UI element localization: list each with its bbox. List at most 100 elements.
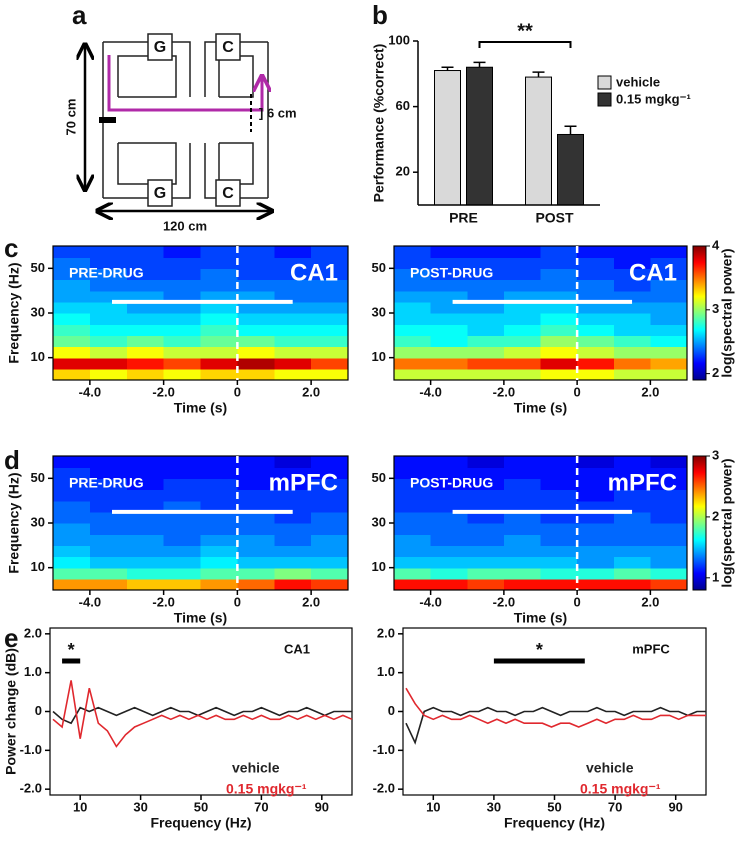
y-tick-label: 30 xyxy=(372,514,386,529)
x-tick-label: 90 xyxy=(315,799,329,814)
heatmap-cell xyxy=(577,335,615,348)
heatmap-cell xyxy=(200,268,238,281)
heatmap-cell xyxy=(89,313,128,325)
heatmap-cell xyxy=(430,478,468,491)
heatmap-cell xyxy=(577,467,615,479)
heatmap-cell xyxy=(237,279,275,292)
heatmap-cell xyxy=(126,578,165,591)
heatmap-cell xyxy=(53,467,91,479)
heatmap-cell xyxy=(53,456,91,468)
heatmap-cell xyxy=(53,268,91,281)
heatmap-cell xyxy=(274,456,312,468)
heatmap-cell xyxy=(163,489,202,502)
heatmap-cell xyxy=(126,567,165,580)
heatmap-cell xyxy=(274,534,312,546)
heatmap-cell xyxy=(540,246,578,258)
y-tick-label: 2.0 xyxy=(24,625,42,640)
heatmap-cell xyxy=(467,489,505,502)
heatmap-cell xyxy=(53,313,91,325)
heatmap-cell xyxy=(163,523,202,535)
x-tick-label: 50 xyxy=(547,799,561,814)
heatmap-cell xyxy=(274,489,312,502)
heatmap-cell xyxy=(467,268,505,281)
heatmap-cell xyxy=(503,511,542,524)
heatmap-cell xyxy=(163,268,202,281)
heatmap-cell xyxy=(394,335,432,348)
heatmap-cell xyxy=(613,467,651,479)
heatmap-cell xyxy=(200,301,238,314)
heatmap-cell xyxy=(577,268,615,281)
heatmap-cell xyxy=(311,534,349,546)
heatmap-cell xyxy=(274,246,312,258)
heatmap-cell xyxy=(200,279,238,292)
heatmap-cell xyxy=(163,545,202,558)
x-tick-label: 10 xyxy=(426,799,440,814)
heatmap-cell xyxy=(126,523,165,535)
heatmap-cell xyxy=(467,346,505,359)
heatmap-cell xyxy=(467,456,505,468)
heatmap-cell xyxy=(467,567,505,580)
heatmap-cell xyxy=(540,346,578,359)
colorbar-tick-label: 1 xyxy=(712,569,719,584)
heatmap-cell xyxy=(53,346,91,359)
y-tick-label: -2.0 xyxy=(20,781,42,796)
heatmap-cell xyxy=(430,335,468,348)
heatmap-cell xyxy=(613,335,651,348)
region-label: CA1 xyxy=(290,259,338,286)
heatmap-cell xyxy=(311,478,349,491)
heatmap-cell xyxy=(237,346,275,359)
y-tick-label: 50 xyxy=(31,260,45,275)
heatmap-cell xyxy=(503,346,542,359)
heatmap-cell xyxy=(430,534,468,546)
heatmap-cell xyxy=(311,578,349,591)
heatmap-cell xyxy=(577,346,615,359)
heatmap-cell xyxy=(430,246,468,258)
heatmap-cell xyxy=(503,324,542,336)
y-tick-label: 30 xyxy=(31,304,45,319)
heatmap-cell xyxy=(237,290,275,303)
heatmap-cell xyxy=(503,290,542,303)
heatmap-cell xyxy=(274,346,312,359)
heatmap-cell xyxy=(53,534,91,546)
heatmap-cell xyxy=(467,313,505,325)
heatmap-cell xyxy=(163,578,202,591)
heatmap-cell xyxy=(200,567,238,580)
heatmap-cell xyxy=(53,257,91,269)
heatmap-cell xyxy=(53,578,91,591)
heatmap-cell xyxy=(650,346,688,359)
heatmap-cell xyxy=(53,511,91,524)
x-tick-label: POST xyxy=(535,210,574,226)
heatmap-cell xyxy=(613,279,651,292)
heatmap-cell xyxy=(540,545,578,558)
y-axis-label: Frequency (Hz) xyxy=(6,262,22,363)
heatmap-cell xyxy=(613,268,651,281)
heatmap-cell xyxy=(613,556,651,569)
condition-label: POST-DRUG xyxy=(410,265,493,281)
heatmap-cell xyxy=(540,257,578,269)
bar xyxy=(466,66,493,206)
region-label: mPFC xyxy=(269,469,338,496)
heatmap-cell xyxy=(394,246,432,258)
heatmap-cell xyxy=(394,290,432,303)
heatmap-cell xyxy=(430,346,468,359)
heatmap-cell xyxy=(577,523,615,535)
heatmap-cell xyxy=(126,268,165,281)
heatmap-cell xyxy=(89,368,128,381)
height-label: 70 cm xyxy=(63,99,78,136)
heatmap-cell xyxy=(394,545,432,558)
x-tick-label: 2.0 xyxy=(302,594,320,609)
heatmap-cell xyxy=(200,324,238,336)
heatmap-cell xyxy=(274,578,312,591)
heatmap-cell xyxy=(274,467,312,479)
x-tick-label: -2.0 xyxy=(152,594,174,609)
heatmap-cell xyxy=(274,324,312,336)
heatmap-cell xyxy=(503,335,542,348)
heatmap-cell xyxy=(650,556,688,569)
heatmap-cell xyxy=(53,246,91,258)
heatmap-cell xyxy=(540,500,578,513)
y-tick-label: 50 xyxy=(372,260,386,275)
y-axis-label: Performance (%correct) xyxy=(371,44,387,203)
heatmap-cell xyxy=(53,290,91,303)
condition-label: PRE-DRUG xyxy=(69,265,144,281)
heatmap-cell xyxy=(467,301,505,314)
